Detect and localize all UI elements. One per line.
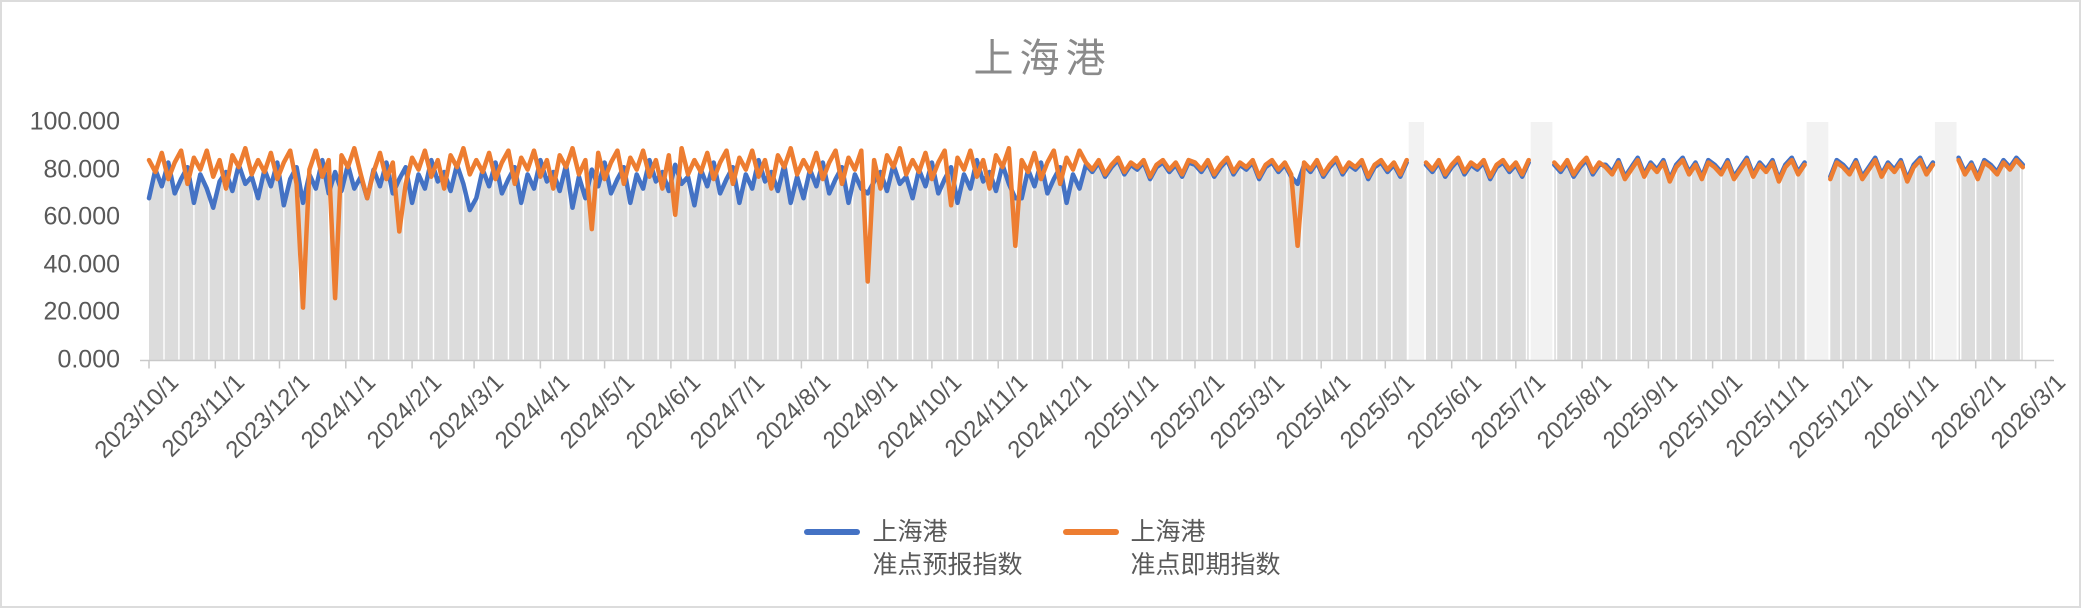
data-gap-band <box>1806 122 1829 360</box>
legend-label-forecast-line1: 上海港 <box>872 518 948 546</box>
series-line-spot-index <box>1423 155 1531 179</box>
series-line-spot-index <box>146 145 1409 310</box>
legend-item-forecast-index: 上海港 准点预报指数 <box>804 516 1023 581</box>
data-gap-band <box>1530 122 1553 360</box>
series-line-spot-index <box>1956 157 2026 182</box>
legend-item-spot-index: 上海港 准点即期指数 <box>1062 516 1281 581</box>
data-gap-band <box>1934 122 1957 360</box>
y-axis-tick-label: 0.000 <box>57 345 120 374</box>
y-axis-tick-label: 80.000 <box>43 155 120 184</box>
y-axis-tick-label: 40.000 <box>43 250 120 279</box>
area-fill <box>1958 157 2023 360</box>
data-gap-band <box>1408 122 1424 360</box>
series-line-spot-index <box>1552 155 1807 184</box>
series-line-forecast-index <box>146 157 1409 213</box>
series-line-forecast-index <box>1828 155 1936 182</box>
area-fill <box>1830 157 1933 360</box>
series-line-spot-index <box>1828 157 1936 184</box>
legend-line-marker-forecast-icon <box>804 529 861 535</box>
series-line-forecast-index <box>1552 155 1807 182</box>
area-fill <box>149 160 1407 360</box>
legend: 上海港 准点预报指数 上海港 准点即期指数 <box>2 516 2081 581</box>
area-fill <box>1426 160 1529 360</box>
series-line-forecast-index <box>1423 157 1531 182</box>
legend-label-forecast-line2: 准点预报指数 <box>872 550 1023 579</box>
legend-label-spot-line2: 准点即期指数 <box>1130 550 1281 579</box>
area-fill <box>1554 157 1805 360</box>
legend-label-spot-line1: 上海港 <box>1130 518 1206 546</box>
chart-title: 上海港 <box>973 37 1112 81</box>
series-line-forecast-index <box>1956 155 2026 179</box>
y-axis-tick-label: 20.000 <box>43 297 120 326</box>
y-axis-tick-label: 100.000 <box>29 107 120 136</box>
legend-line-marker-spot-icon <box>1062 529 1119 535</box>
y-axis-tick-label: 60.000 <box>43 202 120 231</box>
